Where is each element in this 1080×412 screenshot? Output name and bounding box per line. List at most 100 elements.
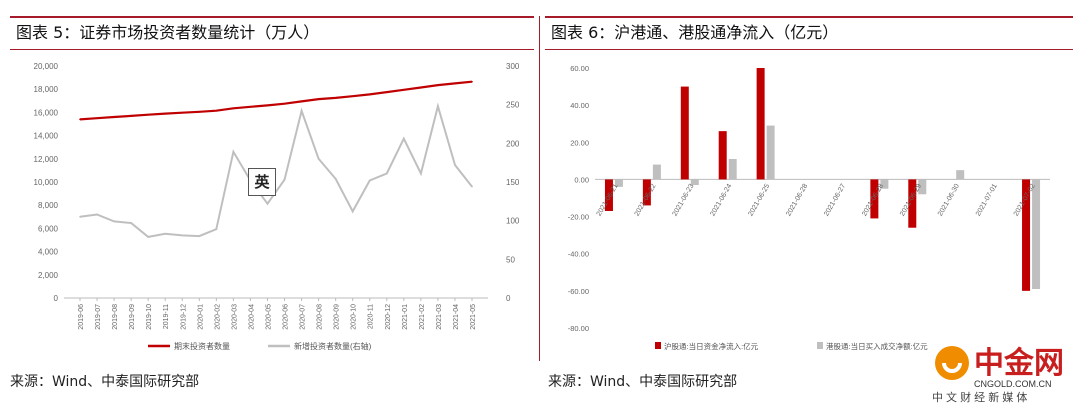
bar-shanghai-connect bbox=[718, 131, 727, 180]
bar-southbound-connect bbox=[690, 179, 699, 185]
y-right-tick-label: 300 bbox=[506, 62, 520, 71]
data-point bbox=[96, 117, 98, 119]
left-chart-title: 图表 5：证券市场投资者数量统计（万人） bbox=[10, 16, 534, 50]
net-inflow-chart: 60.00 40.00 20.00 0.00 -20.00 -40.00 -60.00 -80… bbox=[555, 56, 1060, 362]
y-left-tick-label: 18,000 bbox=[34, 85, 59, 94]
panel-divider bbox=[539, 16, 540, 361]
data-point bbox=[368, 179, 371, 182]
data-point bbox=[454, 82, 456, 85]
y-left-tick-label: 8,000 bbox=[38, 201, 59, 210]
y-tick-label: 40.00 bbox=[570, 101, 589, 110]
data-point bbox=[96, 213, 98, 216]
x-tick-label: 2021-06-28 bbox=[785, 183, 809, 218]
data-point bbox=[215, 109, 218, 112]
data-point bbox=[147, 113, 149, 116]
x-tick-label: 2021-03 bbox=[436, 304, 443, 330]
bar-shanghai-connect bbox=[604, 179, 613, 211]
data-point bbox=[266, 202, 269, 205]
y-right-tick-label: 100 bbox=[506, 217, 520, 226]
data-point bbox=[403, 137, 405, 140]
y-left-tick-label: 14,000 bbox=[34, 132, 59, 141]
x-tick-label: 2019-11 bbox=[163, 304, 170, 329]
y-right-tick-label: 0 bbox=[506, 294, 511, 303]
data-point bbox=[147, 236, 149, 238]
y-tick-label: -60.00 bbox=[568, 287, 589, 296]
y-left-tick-label: 12,000 bbox=[34, 155, 59, 164]
logo-name: 中金网 bbox=[974, 346, 1064, 380]
bar-southbound-connect bbox=[614, 179, 623, 187]
logo-swirl-icon bbox=[942, 362, 962, 373]
data-point bbox=[164, 112, 167, 115]
x-tick-label: 2021-06-30 bbox=[937, 183, 961, 218]
data-point bbox=[334, 178, 337, 180]
data-point bbox=[232, 151, 235, 153]
y-right-tick-label: 50 bbox=[506, 255, 515, 264]
cngold-logo[interactable]: 中金网 CNGOLD.COM.CN 中 文 财 经 新 媒 体 bbox=[930, 337, 1075, 407]
data-point bbox=[300, 100, 303, 103]
data-point bbox=[351, 95, 354, 97]
data-point bbox=[385, 172, 388, 175]
y-right-tick-label: 150 bbox=[506, 178, 520, 187]
data-point bbox=[351, 210, 354, 213]
data-point bbox=[215, 228, 218, 230]
y-right-tick-label: 200 bbox=[506, 139, 520, 148]
data-point bbox=[249, 106, 252, 108]
data-point bbox=[79, 118, 81, 121]
data-point bbox=[437, 84, 439, 86]
data-point bbox=[283, 178, 286, 181]
logo-url: CNGOLD.COM.CN bbox=[974, 379, 1052, 389]
legend-swatch bbox=[817, 342, 823, 349]
x-tick-label: 2021-02 bbox=[419, 304, 426, 330]
data-point bbox=[113, 116, 115, 118]
legend-label: 港股通:当日买入成交净额:亿元 bbox=[826, 341, 928, 351]
x-tick-label: 2020-01 bbox=[197, 304, 204, 330]
bar-southbound-connect bbox=[918, 179, 927, 195]
data-point bbox=[317, 158, 320, 160]
data-point bbox=[113, 220, 115, 223]
data-point bbox=[232, 107, 235, 110]
bar-southbound-connect bbox=[728, 159, 737, 180]
x-tick-label: 2020-06 bbox=[283, 304, 290, 330]
x-tick-label: 2020-12 bbox=[385, 304, 392, 330]
x-tick-label: 2019-12 bbox=[180, 304, 187, 330]
x-tick-label: 2020-08 bbox=[317, 304, 324, 330]
data-point bbox=[198, 235, 201, 237]
x-tick-label: 2021-01 bbox=[402, 304, 409, 330]
right-chart-title: 图表 6：沪港通、港股通净流入（亿元） bbox=[545, 16, 1073, 50]
x-tick-label: 2019-10 bbox=[146, 304, 153, 330]
bar-southbound-connect bbox=[956, 170, 965, 180]
y-right-tick-label: 250 bbox=[506, 101, 520, 110]
x-tick-label: 2019-09 bbox=[129, 304, 136, 330]
bar-shanghai-connect bbox=[908, 179, 917, 228]
data-point bbox=[420, 172, 422, 175]
x-tick-label: 2020-04 bbox=[248, 304, 255, 330]
x-tick-label: 2020-09 bbox=[334, 304, 341, 330]
x-tick-label: 2021-07-01 bbox=[975, 183, 999, 218]
bar-shanghai-connect bbox=[680, 86, 689, 180]
y-tick-label: -80.00 bbox=[568, 324, 589, 333]
data-point bbox=[471, 80, 473, 83]
legend-label: 期末投资者数量 bbox=[174, 341, 230, 351]
y-left-tick-label: 0 bbox=[54, 294, 59, 303]
x-tick-label: 2019-06 bbox=[78, 304, 85, 330]
data-point bbox=[437, 105, 439, 108]
y-tick-label: -20.00 bbox=[568, 213, 589, 222]
data-point bbox=[334, 97, 337, 99]
y-left-tick-label: 6,000 bbox=[38, 224, 59, 233]
logo-tagline: 中 文 财 经 新 媒 体 bbox=[932, 390, 1027, 404]
data-point bbox=[368, 93, 371, 96]
x-tick-label: 2020-11 bbox=[368, 304, 375, 329]
x-tick-label: 2020-03 bbox=[231, 304, 238, 330]
data-point bbox=[283, 102, 286, 105]
y-tick-label: 0.00 bbox=[574, 175, 589, 184]
net-inflow-svg: 60.00 40.00 20.00 0.00 -20.00 -40.00 -60.00 -80… bbox=[568, 64, 1050, 351]
bar-shanghai-connect bbox=[642, 179, 651, 206]
data-point bbox=[164, 233, 167, 235]
left-source-note: 来源：Wind、中泰国际研究部 bbox=[10, 374, 200, 390]
y-left-tick-label: 2,000 bbox=[38, 271, 59, 280]
data-point bbox=[317, 98, 320, 100]
x-tick-label: 2020-07 bbox=[300, 304, 307, 330]
investor-count-svg: 0 2,000 4,000 6,000 8,000 10,000 12,000 14,000 1… bbox=[34, 62, 520, 351]
data-point bbox=[198, 111, 201, 113]
y-left-tick-label: 20,000 bbox=[34, 62, 59, 71]
